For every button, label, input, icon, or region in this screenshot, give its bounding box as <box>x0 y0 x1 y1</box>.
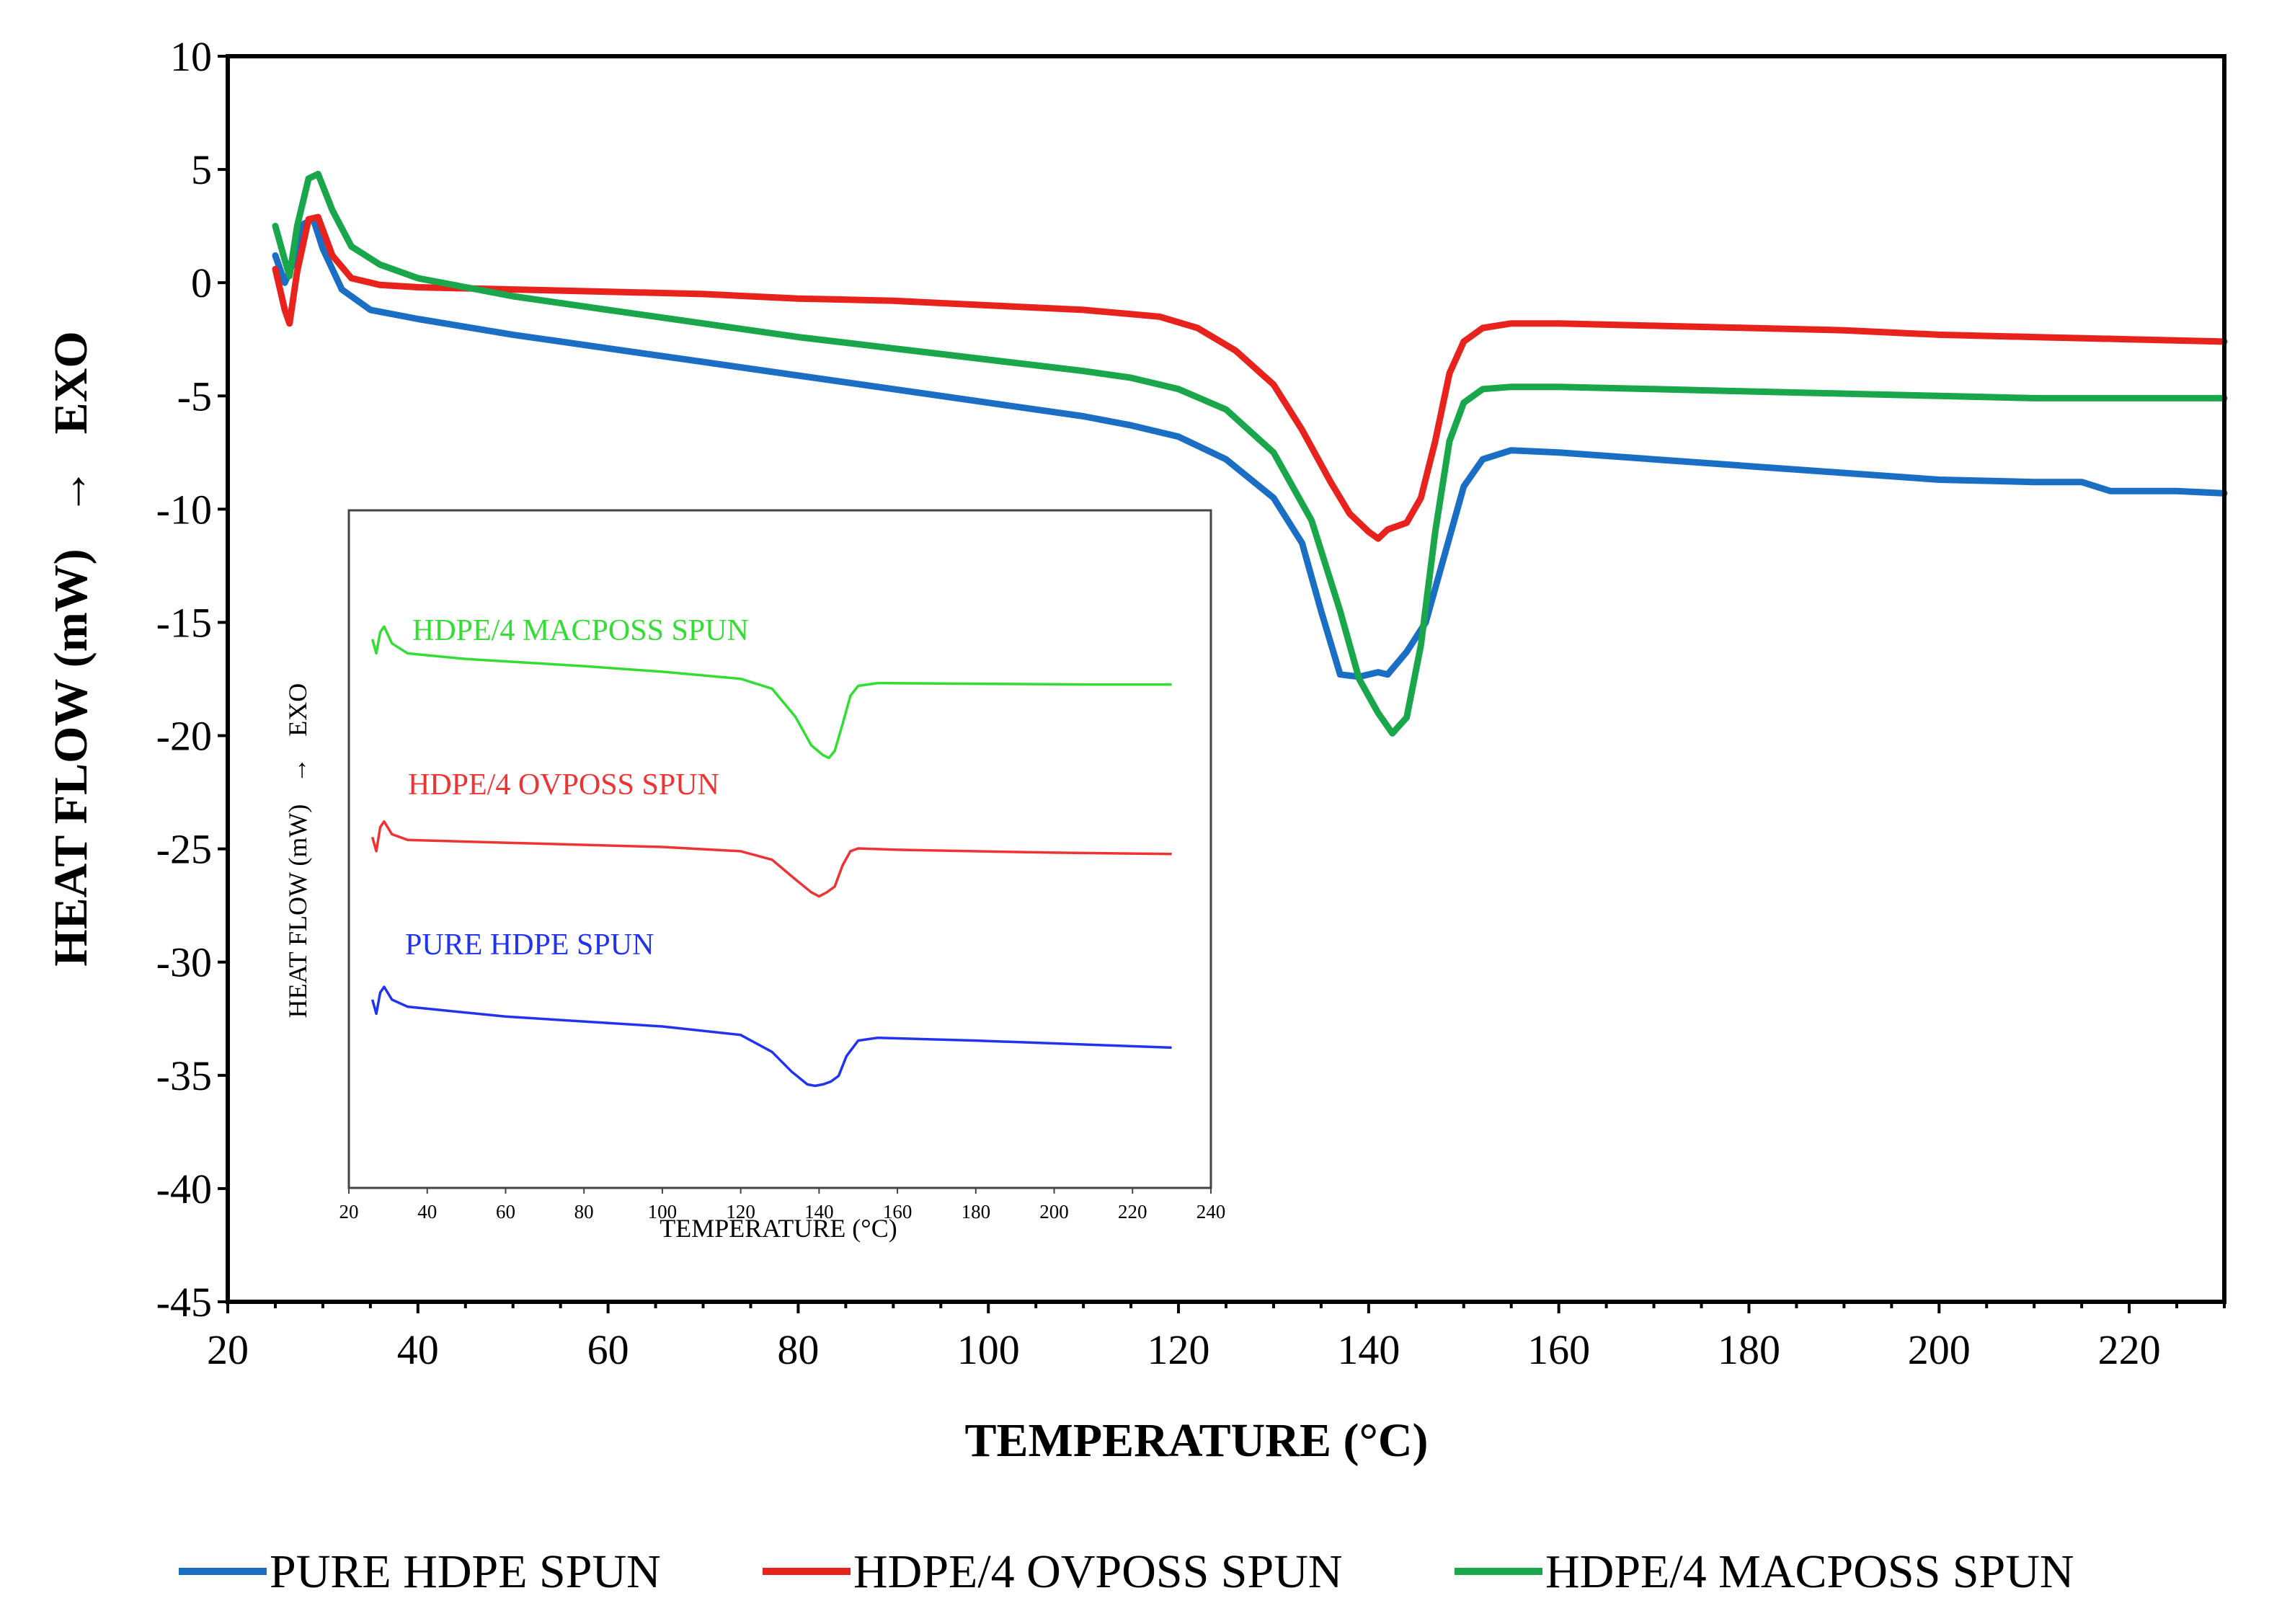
main-y-tick-label: -20 <box>156 713 212 760</box>
main-x-tick-label: 40 <box>397 1326 439 1373</box>
legend-label-ovposs: HDPE/4 OVPOSS SPUN <box>853 1545 1343 1598</box>
main-chart: 10 5 0 -5 -10 -15 -20 -25 -30 -35 -40 -45 20 40 60 80 1… <box>45 33 2228 1467</box>
inset-background <box>349 510 1211 1188</box>
inset-x-tick-label: 40 <box>417 1201 437 1223</box>
main-y-tick-label: -45 <box>156 1279 212 1326</box>
inset-x-tick-label: 220 <box>1118 1201 1147 1223</box>
main-ylabel-part-2: EXO <box>45 331 97 434</box>
main-y-tick-label: -10 <box>156 486 212 533</box>
main-y-tick-label: 5 <box>191 146 212 193</box>
main-plot-frame <box>226 54 2226 1304</box>
main-x-tick-label: 180 <box>1718 1326 1780 1373</box>
main-x-tick-label: 200 <box>1908 1326 1971 1373</box>
main-y-tick-label: 10 <box>170 33 212 80</box>
main-series-group <box>272 170 2228 737</box>
main-series-line-pure-hdpe-spun <box>272 216 2228 680</box>
main-x-tick-label: 160 <box>1527 1326 1590 1373</box>
inset-x-tick-label: 200 <box>1039 1201 1069 1223</box>
inset-x-axis-ticks: 20 40 60 80 100 120 140 160 180 200 220 240 <box>339 1188 1226 1223</box>
main-y-axis-ticks: 10 5 0 -5 -10 -15 -20 -25 -30 -35 -40 -45 <box>156 33 228 1326</box>
inset-series-line-hdpe-4-macposs-spun <box>370 625 1172 760</box>
inset-series-line-pure-hdpe-spun <box>370 985 1172 1088</box>
main-x-tick-label: 220 <box>2098 1326 2161 1373</box>
main-x-tick-label: 100 <box>957 1326 1020 1373</box>
main-y-tick-label: -35 <box>156 1052 212 1099</box>
inset-x-tick-label: 60 <box>496 1201 515 1223</box>
inset-x-tick-label: 160 <box>883 1201 913 1223</box>
main-y-tick-label: -30 <box>156 939 212 986</box>
main-x-tick-label: 140 <box>1337 1326 1400 1373</box>
main-ylabel-part-1: HEAT FLOW (mW) <box>45 549 97 966</box>
inset-label-ovposs: HDPE/4 OVPOSS SPUN <box>408 768 719 802</box>
inset-ylabel-arrow: → <box>283 758 312 784</box>
inset-ylabel-part-1: HEAT FLOW (mW) <box>283 804 312 1019</box>
main-y-tick-label: -15 <box>156 599 212 646</box>
inset-y-axis-title: HEAT FLOW (mW) → EXO <box>283 683 312 1019</box>
main-series-line-hdpe-4-macposs-spun <box>272 170 2228 737</box>
main-y-tick-label: -40 <box>156 1166 212 1212</box>
main-x-axis-title: TEMPERATURE (°C) <box>965 1414 1429 1467</box>
legend-label-macposs: HDPE/4 MACPOSS SPUN <box>1545 1545 2074 1598</box>
inset-chart: 20 40 60 80 100 120 140 160 180 200 220 240 HDPE/4 … <box>283 509 1226 1243</box>
main-x-tick-label: 20 <box>207 1326 249 1373</box>
main-x-tick-label: 80 <box>777 1326 819 1373</box>
main-series-line-hdpe-4-ovposs-spun <box>272 213 2228 542</box>
inset-x-tick-label: 240 <box>1196 1201 1226 1223</box>
main-y-tick-label: 0 <box>191 259 212 306</box>
legend-label-pure: PURE HDPE SPUN <box>270 1545 661 1598</box>
main-y-tick-label: -5 <box>177 373 212 420</box>
inset-label-pure: PURE HDPE SPUN <box>405 928 654 962</box>
inset-x-axis-title: TEMPERATURE (°C) <box>660 1214 897 1243</box>
inset-x-tick-label: 100 <box>648 1201 678 1223</box>
main-y-axis-title: HEAT FLOW (mW) → EXO <box>45 331 97 966</box>
inset-plot-frame <box>347 509 1212 1189</box>
inset-x-tick-label: 140 <box>804 1201 834 1223</box>
inset-label-macposs: HDPE/4 MACPOSS SPUN <box>412 614 749 647</box>
main-y-axis-title-text: HEAT FLOW (mW) → EXO <box>45 331 97 966</box>
main-y-tick-label: -25 <box>156 826 212 873</box>
inset-series-group <box>370 625 1172 1088</box>
legend: PURE HDPE SPUN HDPE/4 OVPOSS SPUN HDPE/4… <box>179 1545 2074 1598</box>
main-ylabel-arrow: → <box>45 468 97 515</box>
inset-x-tick-label: 20 <box>339 1201 359 1223</box>
main-x-tick-label: 120 <box>1147 1326 1210 1373</box>
main-x-tick-label: 60 <box>587 1326 629 1373</box>
inset-x-tick-label: 120 <box>726 1201 755 1223</box>
inset-ylabel-part-2: EXO <box>283 683 312 737</box>
inset-series-line-hdpe-4-ovposs-spun <box>370 820 1172 898</box>
inset-y-axis-title-text: HEAT FLOW (mW) → EXO <box>283 683 312 1019</box>
main-x-axis-ticks: 20 40 60 80 100 120 140 160 180 200 220 <box>207 1302 2226 1373</box>
inset-x-tick-label: 80 <box>574 1201 594 1223</box>
inset-x-tick-label: 180 <box>962 1201 991 1223</box>
